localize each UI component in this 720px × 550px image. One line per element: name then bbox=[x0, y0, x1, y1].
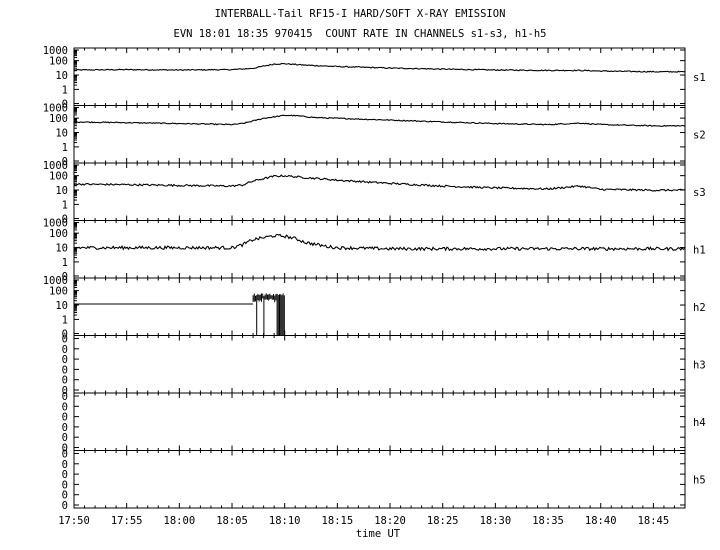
y-tick-label: 0 bbox=[62, 364, 68, 376]
y-tick-label: 0 bbox=[62, 401, 68, 413]
y-tick-label: 0 bbox=[62, 449, 68, 461]
series-line bbox=[73, 62, 685, 73]
y-tick-label: 0 bbox=[62, 214, 68, 226]
y-tick-label: 0 bbox=[62, 490, 68, 502]
x-tick-label: 17:55 bbox=[111, 515, 143, 527]
x-tick-label: 18:15 bbox=[322, 515, 354, 527]
y-tick-label: 0 bbox=[62, 412, 68, 424]
y-tick-label: 10 bbox=[55, 243, 68, 255]
panel-label-s3: s3 bbox=[693, 187, 706, 199]
y-tick-label: 10 bbox=[55, 70, 68, 82]
y-tick-label: 10 bbox=[55, 128, 68, 140]
y-tick-label: 1 bbox=[62, 84, 68, 96]
x-tick-label: 18:05 bbox=[216, 515, 248, 527]
y-tick-label: 0 bbox=[62, 479, 68, 491]
y-tick-label: 0 bbox=[62, 354, 68, 366]
x-axis-label: time UT bbox=[356, 528, 401, 540]
y-tick-label: 0 bbox=[62, 443, 68, 455]
y-tick-label: 0 bbox=[62, 99, 68, 111]
y-tick-label: 1000 bbox=[43, 103, 68, 115]
y-tick-label: 1000 bbox=[43, 218, 68, 230]
panels-group: 10001001010s110001001010s210001001010s31… bbox=[43, 45, 706, 512]
y-tick-label: 1000 bbox=[43, 45, 68, 57]
x-tick-label: 18:25 bbox=[427, 515, 459, 527]
y-tick-label: 100 bbox=[49, 113, 68, 125]
series-spikes bbox=[252, 293, 285, 336]
y-tick-label: 0 bbox=[62, 344, 68, 356]
panel-label-s1: s1 bbox=[693, 72, 706, 84]
chart-title: INTERBALL-Tail RF15-I HARD/SOFT X-RAY EM… bbox=[214, 8, 506, 20]
y-tick-label: 0 bbox=[62, 432, 68, 444]
x-axis: 17:50 17:55 18:00 18:05 18:10 18:15 18:20 18:25… bbox=[58, 515, 669, 527]
x-tick-label: 17:50 bbox=[58, 515, 90, 527]
y-tick-label: 0 bbox=[62, 385, 68, 397]
x-tick-label: 18:20 bbox=[374, 515, 406, 527]
y-tick-label: 100 bbox=[49, 171, 68, 183]
x-tick-label: 18:10 bbox=[269, 515, 301, 527]
x-tick-label: 18:40 bbox=[585, 515, 617, 527]
y-tick-label: 0 bbox=[62, 375, 68, 387]
panel-frame bbox=[73, 277, 686, 336]
y-tick-label: 100 bbox=[49, 56, 68, 68]
panel-frame bbox=[73, 162, 686, 221]
y-tick-label: 0 bbox=[62, 422, 68, 434]
y-tick-label: 1 bbox=[62, 257, 68, 269]
panel-label-h3: h3 bbox=[693, 359, 706, 371]
y-tick-label: 1000 bbox=[43, 275, 68, 287]
y-tick-label: 10 bbox=[55, 185, 68, 197]
panel-frame bbox=[73, 450, 686, 509]
x-tick-label: 18:35 bbox=[532, 515, 564, 527]
panel-label-h2: h2 bbox=[693, 302, 706, 314]
y-tick-label: 0 bbox=[62, 469, 68, 481]
y-tick-label: 1 bbox=[62, 142, 68, 154]
panel-frame bbox=[73, 392, 686, 451]
y-tick-label: 0 bbox=[62, 156, 68, 168]
panel-label-h5: h5 bbox=[693, 474, 706, 486]
y-tick-label: 0 bbox=[62, 334, 68, 346]
chart-subtitle: EVN 18:01 18:35 970415 COUNT RATE IN CHA… bbox=[173, 28, 547, 40]
y-tick-label: 1 bbox=[62, 199, 68, 211]
y-tick-label: 10 bbox=[55, 300, 68, 312]
panel-frame bbox=[73, 335, 686, 394]
y-tick-label: 1000 bbox=[43, 160, 68, 172]
y-tick-label: 0 bbox=[62, 391, 68, 403]
y-tick-label: 1 bbox=[62, 314, 68, 326]
x-tick-label: 18:45 bbox=[638, 515, 670, 527]
panel-label-h1: h1 bbox=[693, 244, 706, 256]
panel-frame bbox=[73, 105, 686, 164]
series-line bbox=[73, 233, 685, 252]
x-tick-label: 18:00 bbox=[164, 515, 196, 527]
x-tick-label: 18:30 bbox=[480, 515, 512, 527]
panel-label-s2: s2 bbox=[693, 129, 706, 141]
y-tick-label: 0 bbox=[62, 271, 68, 283]
panel-label-h4: h4 bbox=[693, 417, 706, 429]
panel-frame bbox=[73, 47, 686, 106]
y-tick-label: 100 bbox=[49, 286, 68, 298]
series-line bbox=[73, 174, 685, 192]
y-tick-label: 100 bbox=[49, 228, 68, 240]
y-tick-label: 0 bbox=[62, 500, 68, 512]
series-line bbox=[73, 114, 685, 127]
y-tick-label: 0 bbox=[62, 459, 68, 471]
y-tick-label: 0 bbox=[62, 329, 68, 341]
